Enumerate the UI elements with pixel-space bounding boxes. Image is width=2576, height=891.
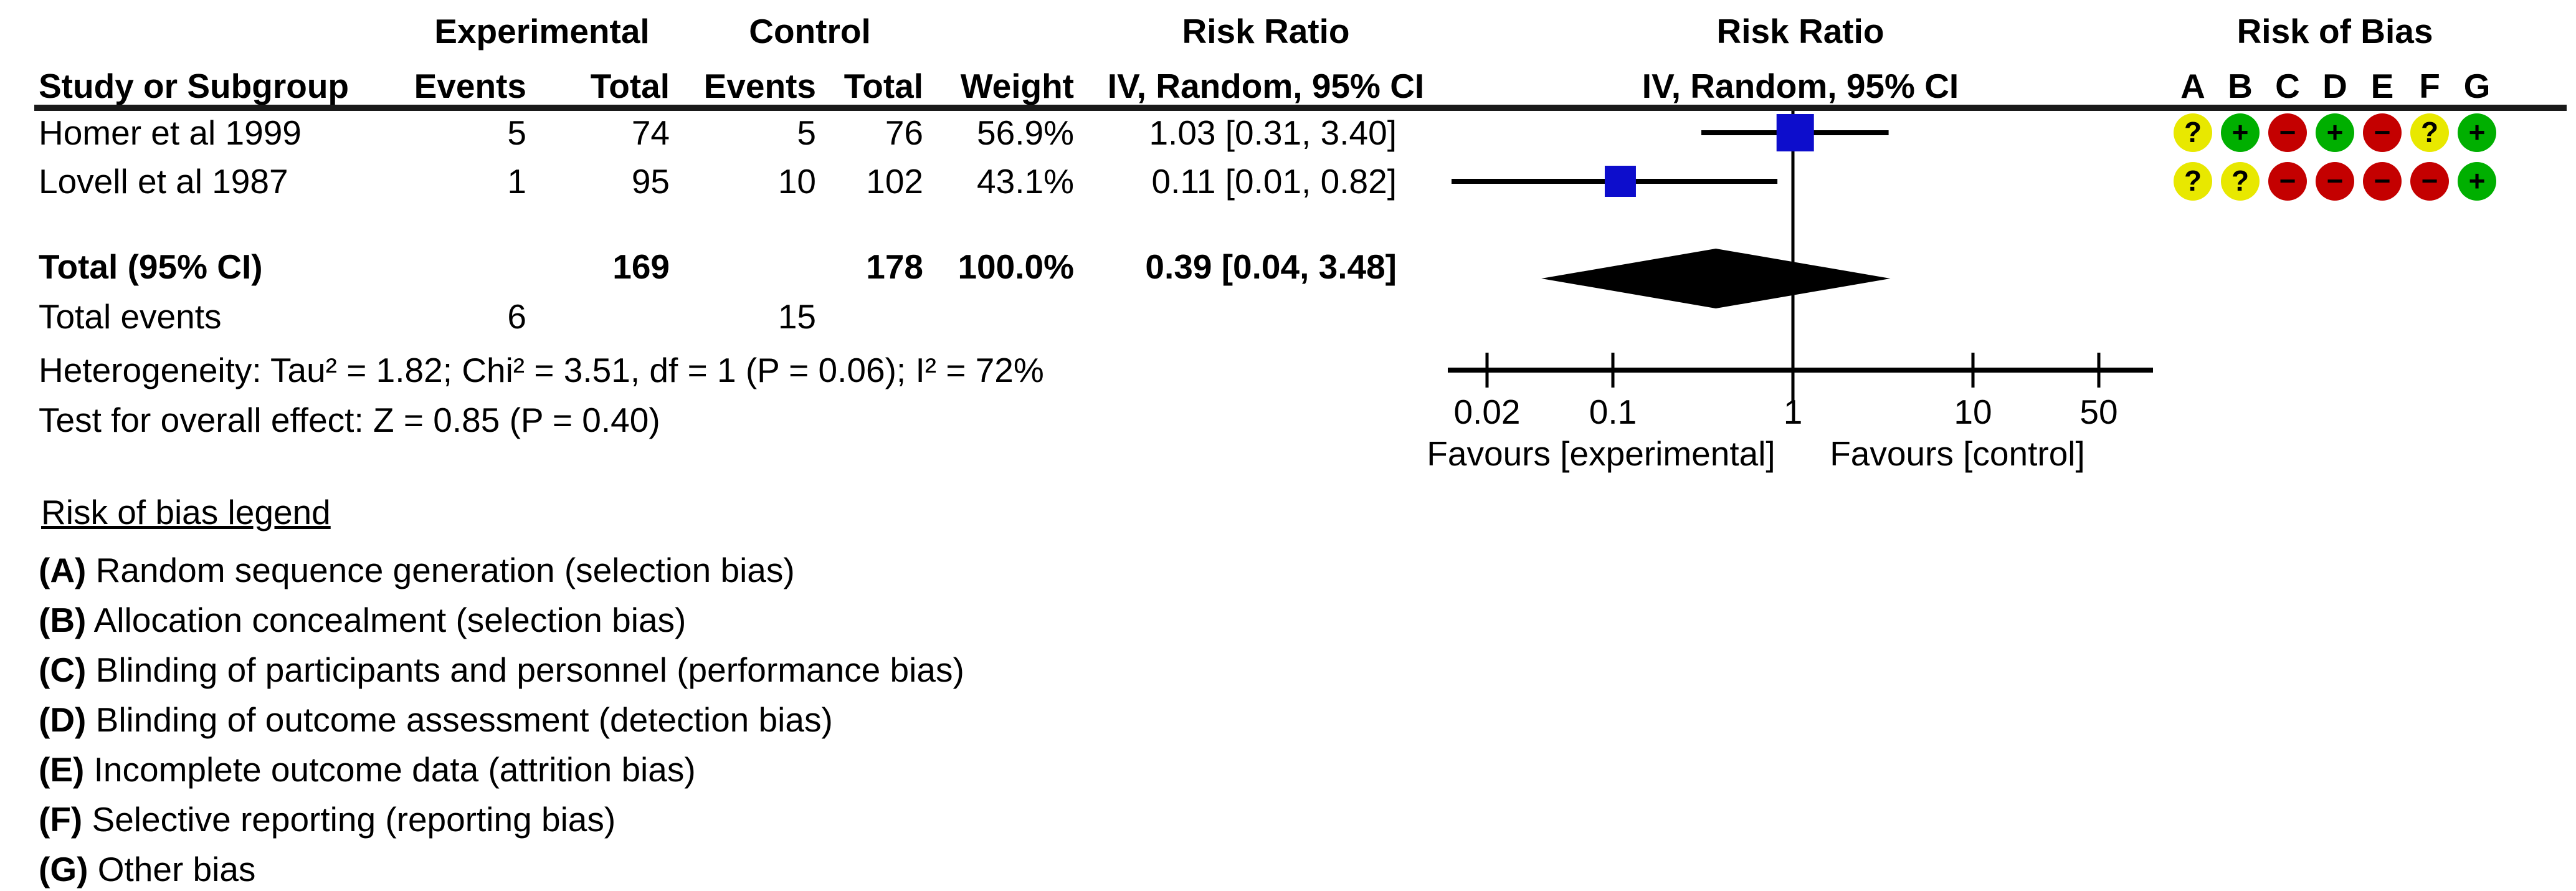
cell-events-control: 10 [777,162,816,201]
column-group-control: Control [749,12,871,50]
risk-of-bias-unclear-icon: ? [2410,113,2449,152]
cell-events-experimental: 1 [507,162,526,201]
cell-total-experimental: 74 [631,113,670,152]
total-participants-control: 178 [866,247,923,286]
point-estimate-square [1776,114,1814,151]
legend-key: (D) [39,700,87,739]
legend-item-g: (G) Other bias [39,847,1471,891]
risk-of-bias-high-icon: − [2363,162,2402,201]
axis-tick-label: 10 [1954,393,1992,431]
risk-of-bias-high-icon: − [2410,162,2449,201]
legend-text: Random sequence generation (selection bi… [95,551,795,589]
legend-text: Blinding of outcome assessment (detectio… [95,700,833,739]
risk-of-bias-unclear-icon: ? [2174,162,2212,201]
risk-of-bias-low-icon: + [2221,113,2260,152]
risk-of-bias-low-icon: + [2316,113,2354,152]
risk-of-bias-column-letter: E [2370,67,2394,105]
risk-of-bias-high-icon: − [2268,113,2307,152]
legend-key: (E) [39,750,85,789]
risk-of-bias-unclear-icon: ? [2174,113,2212,152]
legend-key: (G) [39,850,88,889]
favours-left-label: Favours [experimental] [1427,434,1775,473]
risk-of-bias-column-letter: F [2419,67,2440,105]
risk-of-bias-column-letter: C [2275,67,2300,105]
cell-weight: 56.9% [977,113,1074,152]
column-group-risk-of-bias: Risk of Bias [2236,12,2433,50]
pooled-effect-diamond [1541,249,1891,308]
axis-tick-label: 1 [1783,393,1803,431]
column-group-risk-ratio-plot: Risk Ratio [1716,12,1884,50]
cell-total-control: 76 [885,113,923,152]
risk-of-bias-column-letter: D [2322,67,2347,105]
header-total-experimental: Total [590,67,670,105]
total-events-label: Total events [39,297,222,336]
legend-item-f: (F) Selective reporting (reporting bias) [39,798,1471,841]
risk-of-bias-high-icon: − [2268,162,2307,201]
favours-right-label: Favours [control] [1830,434,2085,473]
legend-item-a: (A) Random sequence generation (selectio… [39,548,1471,592]
risk-of-bias-legend-title: Risk of bias legend [41,493,331,531]
risk-of-bias-column-letter: B [2228,67,2253,105]
header-total-control: Total [844,67,923,105]
axis-tick-label: 50 [2079,393,2118,431]
total-weight: 100.0% [958,247,1074,286]
risk-of-bias-low-icon: + [2458,162,2496,201]
column-group-risk-ratio-text: Risk Ratio [1182,12,1350,50]
header-separator-rule [34,105,2567,111]
risk-of-bias-column-letter: A [2180,67,2205,105]
axis-tick-label: 0.02 [1453,393,1521,431]
total-events-experimental: 6 [507,297,526,336]
header-study-or-subgroup: Study or Subgroup [39,67,349,105]
legend-text: Blinding of participants and personnel (… [95,650,964,689]
risk-of-bias-high-icon: − [2316,162,2354,201]
legend-text: Other bias [97,850,256,889]
legend-item-d: (D) Blinding of outcome assessment (dete… [39,698,1471,741]
legend-key: (B) [39,601,87,639]
cell-total-control: 102 [866,162,923,201]
legend-key: (A) [39,551,87,589]
study-name: Lovell et al 1987 [39,162,288,201]
header-ci-method-text: IV, Random, 95% CI [1107,67,1425,105]
legend-key: (C) [39,650,87,689]
cell-events-experimental: 5 [507,113,526,152]
total-label: Total (95% CI) [39,247,263,286]
axis-tick-label: 0.1 [1589,393,1637,431]
header-events-experimental: Events [414,67,526,105]
cell-risk-ratio-ci: 1.03 [0.31, 3.40] [1149,113,1397,152]
column-group-experimental: Experimental [434,12,650,50]
total-risk-ratio-ci: 0.39 [0.04, 3.48] [1145,247,1397,286]
total-events-control: 15 [777,297,816,336]
risk-of-bias-unclear-icon: ? [2221,162,2260,201]
risk-of-bias-high-icon: − [2363,113,2402,152]
cell-risk-ratio-ci: 0.11 [0.01, 0.82] [1151,162,1397,201]
legend-key: (F) [39,800,83,839]
risk-of-bias-low-icon: + [2458,113,2496,152]
legend-text: Incomplete outcome data (attrition bias) [93,750,696,789]
cell-events-control: 5 [797,113,816,152]
legend-item-e: (E) Incomplete outcome data (attrition b… [39,748,1471,791]
header-events-control: Events [703,67,816,105]
point-estimate-square [1604,166,1636,197]
heterogeneity-statistics: Heterogeneity: Tau² = 1.82; Chi² = 3.51,… [39,351,1044,389]
cell-total-experimental: 95 [631,162,670,201]
header-ci-method-plot: IV, Random, 95% CI [1642,67,1959,105]
risk-of-bias-column-letter: G [2463,67,2491,105]
legend-text: Selective reporting (reporting bias) [92,800,616,839]
legend-item-c: (C) Blinding of participants and personn… [39,648,1471,692]
header-weight: Weight [960,67,1074,105]
cell-weight: 43.1% [977,162,1074,201]
legend-item-b: (B) Allocation concealment (selection bi… [39,598,1471,642]
legend-text: Allocation concealment (selection bias) [93,601,687,639]
total-participants-experimental: 169 [612,247,670,286]
overall-effect-test: Test for overall effect: Z = 0.85 (P = 0… [39,401,660,439]
study-name: Homer et al 1999 [39,113,302,152]
